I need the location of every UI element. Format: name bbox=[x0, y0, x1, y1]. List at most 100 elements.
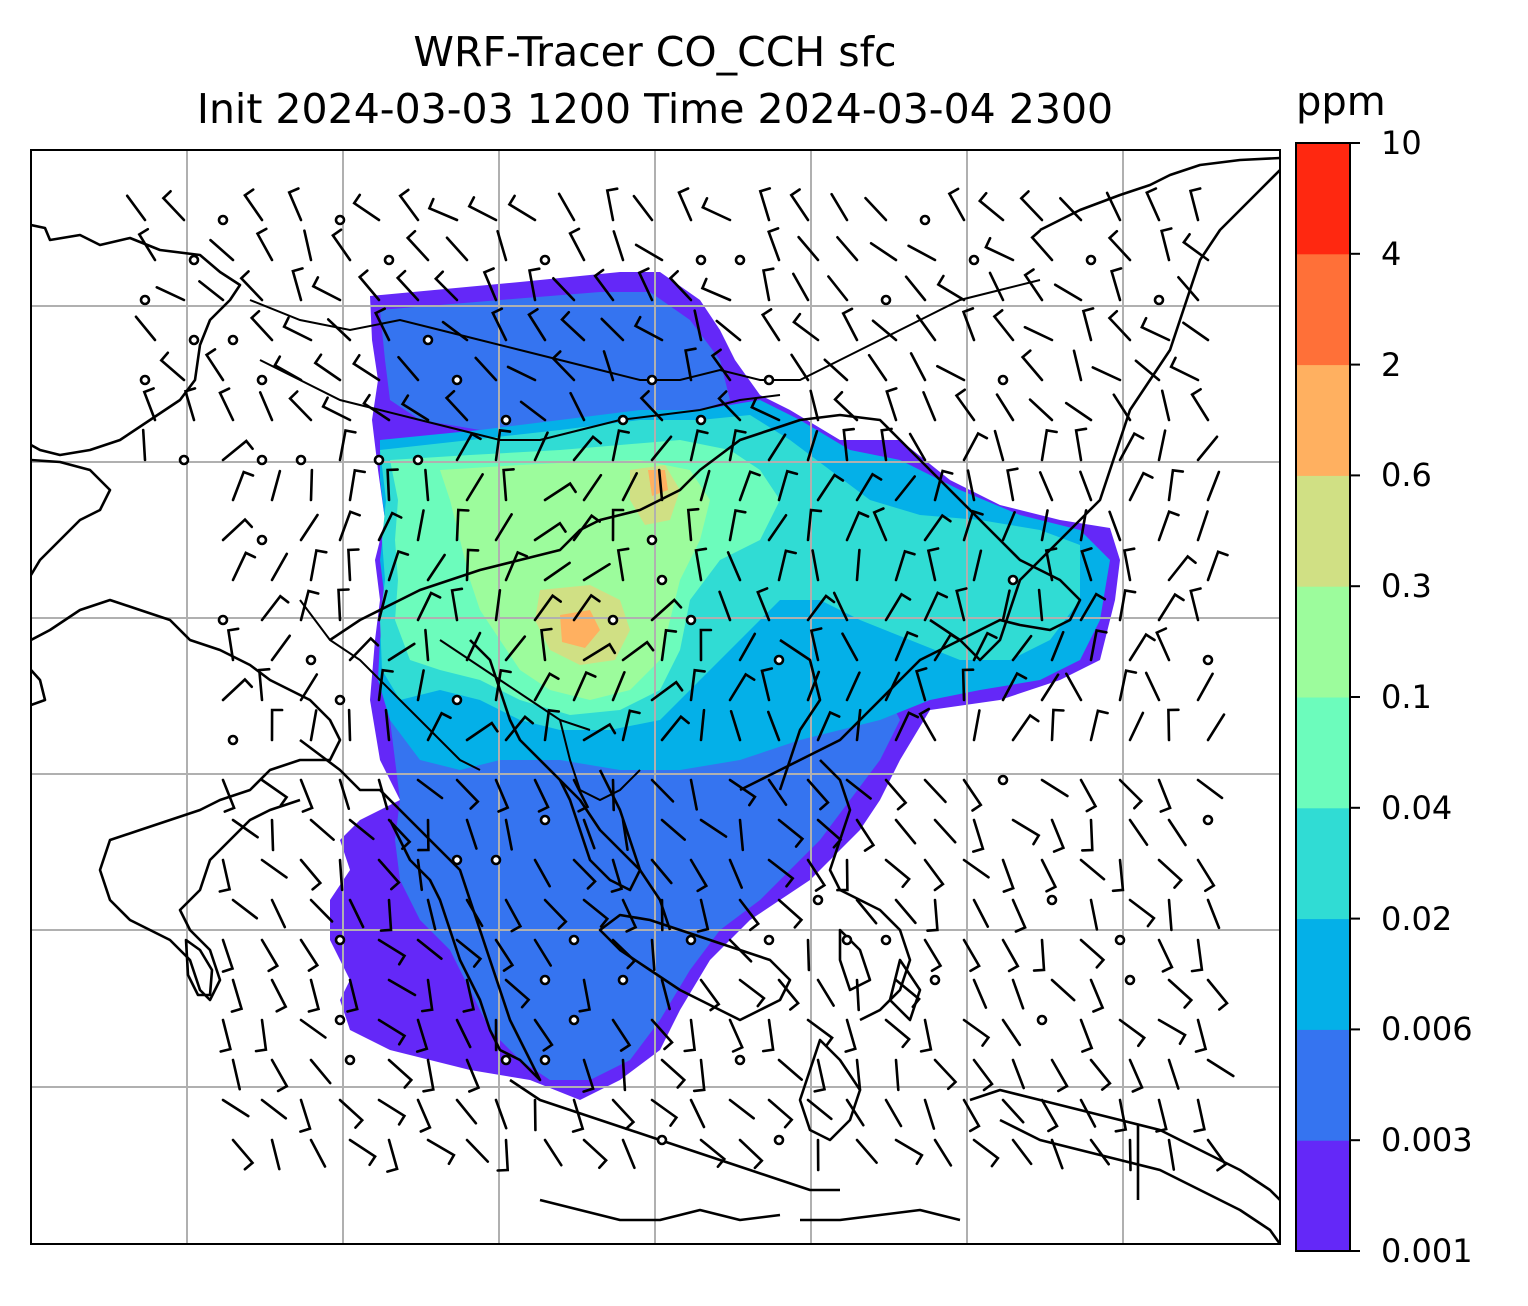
wind-barb bbox=[984, 236, 1015, 262]
wind-barb bbox=[600, 317, 625, 342]
wind-barb bbox=[689, 778, 698, 811]
wind-barb bbox=[738, 978, 766, 1008]
wind-barb bbox=[221, 938, 235, 973]
wind-barb bbox=[699, 469, 711, 502]
map-frame bbox=[30, 149, 1281, 1245]
wind-barb bbox=[933, 632, 961, 662]
wind-barb bbox=[738, 470, 761, 502]
wind-barb bbox=[1081, 307, 1095, 342]
wind-barb bbox=[1023, 268, 1044, 302]
wind-barb bbox=[494, 668, 512, 702]
wind-barb bbox=[444, 389, 469, 422]
wind-barb bbox=[287, 187, 303, 222]
wind-barb bbox=[750, 397, 781, 422]
wind-barb bbox=[1206, 898, 1221, 930]
calm-circle bbox=[1007, 574, 1019, 586]
colorbar-segment bbox=[1296, 1140, 1350, 1252]
wind-barb bbox=[1011, 978, 1025, 1010]
wind-barb bbox=[221, 677, 254, 702]
wind-barb bbox=[816, 978, 835, 1007]
wind-barb bbox=[338, 778, 351, 810]
wind-barb bbox=[728, 938, 753, 963]
wind-barb bbox=[161, 190, 186, 222]
wind-barb bbox=[416, 1098, 432, 1133]
wind-barb bbox=[569, 391, 586, 422]
wind-barb bbox=[884, 1018, 911, 1049]
colorbar-segment bbox=[1296, 918, 1350, 1030]
wind-barb bbox=[387, 1058, 414, 1089]
wind-barb bbox=[864, 196, 888, 222]
wind-barb bbox=[699, 708, 706, 742]
wind-barb bbox=[231, 1138, 255, 1171]
wind-barb bbox=[933, 818, 957, 844]
wind-barb bbox=[377, 858, 401, 891]
wind-barb bbox=[954, 388, 976, 422]
wind-barb bbox=[231, 551, 257, 582]
wind-barb bbox=[1109, 267, 1123, 302]
wind-barb bbox=[1023, 325, 1054, 342]
wind-barb bbox=[255, 227, 274, 262]
wind-barb bbox=[582, 1058, 595, 1093]
wind-barb bbox=[832, 591, 849, 622]
wind-barb bbox=[450, 587, 464, 622]
calm-circle bbox=[646, 534, 658, 546]
wind-barb bbox=[467, 196, 498, 222]
wind-barb bbox=[1038, 471, 1054, 502]
wind-barb bbox=[1118, 669, 1138, 702]
wind-barb bbox=[231, 470, 255, 502]
calm-circle bbox=[997, 774, 1009, 786]
wind-barb bbox=[474, 356, 498, 382]
wind-barb bbox=[1128, 898, 1156, 928]
wind-barb bbox=[257, 667, 271, 702]
colorbar-segment bbox=[1296, 1029, 1350, 1141]
calm-circle bbox=[539, 1054, 551, 1066]
wind-barb bbox=[424, 468, 430, 502]
wind-barb bbox=[270, 634, 291, 662]
wind-barb bbox=[869, 242, 898, 262]
wind-barb bbox=[841, 307, 859, 342]
wind-barb bbox=[226, 627, 240, 662]
wind-barb bbox=[668, 270, 693, 302]
wind-barb bbox=[767, 710, 781, 742]
wind-barb bbox=[684, 347, 697, 382]
wind-barb bbox=[621, 1138, 636, 1170]
wind-barb bbox=[1128, 471, 1154, 502]
wind-barb bbox=[813, 1058, 827, 1093]
wind-barb bbox=[611, 938, 637, 970]
wind-barb bbox=[494, 589, 502, 622]
wind-barb bbox=[904, 275, 927, 302]
wind-barb bbox=[1011, 713, 1040, 742]
wind-barb bbox=[502, 468, 515, 502]
wind-barb bbox=[894, 978, 921, 1009]
colorbar-tick-label: 0.02 bbox=[1381, 899, 1453, 938]
wind-barb bbox=[1167, 818, 1187, 847]
wind-barb bbox=[1190, 938, 1204, 973]
wind-barb bbox=[760, 667, 774, 702]
wind-barb bbox=[650, 680, 684, 702]
wind-barb bbox=[686, 507, 700, 542]
wind-barb bbox=[922, 391, 937, 422]
wind-barb bbox=[338, 428, 357, 462]
wind-barb bbox=[657, 468, 664, 502]
wind-barb bbox=[701, 197, 732, 222]
wind-barb bbox=[221, 778, 236, 813]
wind-barb bbox=[894, 549, 916, 582]
wind-barb bbox=[543, 481, 577, 502]
wind-barb bbox=[962, 431, 989, 462]
wind-barb bbox=[683, 1018, 697, 1053]
wind-barb bbox=[405, 229, 430, 262]
colorbar-segment bbox=[1296, 475, 1350, 587]
calm-circle bbox=[812, 894, 824, 906]
wind-barb bbox=[894, 475, 916, 502]
wind-barb bbox=[936, 274, 966, 302]
wind-barb bbox=[155, 286, 186, 302]
wind-barb bbox=[496, 229, 508, 262]
wind-barb bbox=[1189, 587, 1202, 622]
wind-barb bbox=[142, 387, 157, 422]
wind-barb bbox=[377, 668, 394, 702]
wind-barb bbox=[966, 469, 976, 502]
wind-barb bbox=[1107, 229, 1132, 262]
wind-barb bbox=[1030, 229, 1054, 262]
calm-circle bbox=[188, 254, 200, 266]
wind-barb bbox=[611, 508, 625, 542]
